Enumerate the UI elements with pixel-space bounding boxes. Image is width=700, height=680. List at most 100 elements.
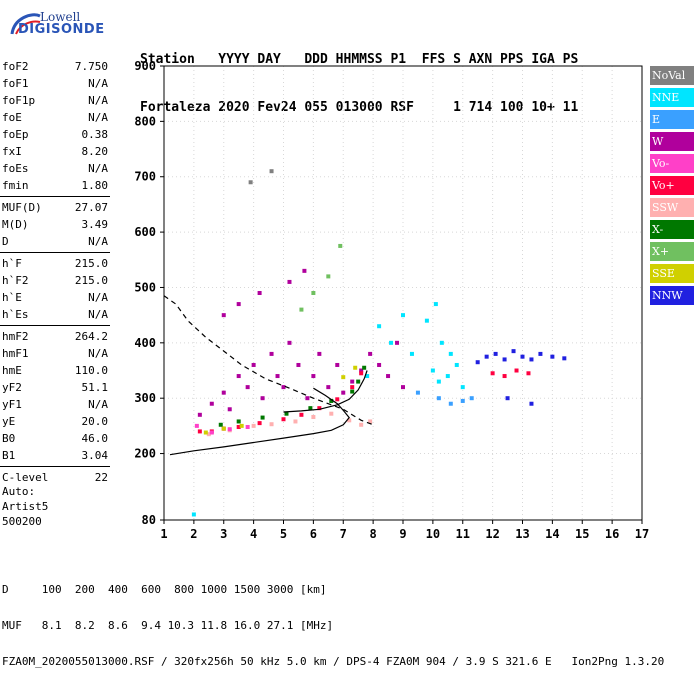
echo-point [341, 375, 346, 380]
legend-entry: X- [650, 220, 694, 239]
parameter-name: foF2 [2, 60, 29, 73]
echo-point [269, 422, 274, 427]
echo-point [365, 374, 370, 379]
echo-point [221, 390, 226, 395]
echo-point [191, 512, 196, 517]
echo-point [206, 432, 211, 437]
x-tick-label: 9 [399, 527, 406, 541]
parameter-value: 1.80 [81, 179, 109, 192]
parameter-value: 0.38 [81, 128, 109, 141]
y-tick-label: 200 [134, 447, 156, 461]
echo-point [445, 374, 450, 379]
parameter-value: N/A [88, 162, 108, 175]
parameter-value: N/A [88, 94, 108, 107]
echo-point [260, 396, 265, 401]
echo-point [448, 351, 453, 356]
echo-point [194, 423, 199, 428]
lowell-digisonde-logo: Lowell DIGISONDE [6, 8, 126, 44]
parameter-row: foEp 0.38 [0, 126, 110, 143]
parameter-name: B1 [2, 449, 16, 462]
echo-point [236, 424, 241, 429]
echo-point [484, 354, 489, 359]
parameter-value: 3.04 [81, 449, 109, 462]
echo-point [430, 368, 435, 373]
parameter-name: M(D) [2, 218, 29, 231]
echo-point [218, 422, 223, 427]
echo-point [502, 357, 507, 362]
legend-entry: NNW [650, 286, 694, 305]
echo-point [359, 368, 364, 373]
parameter-row: C-level 22 [0, 469, 110, 486]
profile-line [169, 387, 350, 456]
echo-point [221, 426, 226, 431]
echo-point [329, 411, 334, 416]
echo-point [401, 313, 405, 318]
echo-point [520, 354, 525, 359]
parameter-row: foF1p N/A [0, 92, 110, 109]
y-tick-label: 300 [134, 391, 156, 405]
echo-point [469, 396, 474, 401]
echo-point [209, 430, 214, 435]
footer-muf-row: MUF 8.1 8.2 8.6 9.4 10.3 11.8 16.0 27.1 … [2, 619, 334, 632]
echo-point [239, 423, 244, 428]
echo-point [386, 374, 391, 379]
echo-point [284, 411, 289, 416]
auto-algorithm: Artist5 [2, 500, 49, 513]
parameter-value: 51.1 [81, 381, 109, 394]
echo-point [409, 351, 414, 356]
y-tick-label: 900 [134, 59, 156, 73]
echo-point [257, 291, 262, 295]
echo-point [197, 429, 202, 434]
y-tick-label: 80 [142, 513, 156, 527]
echo-point [335, 397, 340, 402]
x-tick-label: 12 [485, 527, 499, 541]
auto-label: Auto: [2, 485, 36, 498]
echo-point [356, 379, 361, 384]
parameter-row: D N/A [0, 233, 110, 250]
echo-point [338, 243, 343, 248]
echo-point [550, 354, 555, 359]
legend-entry: Vo+ [650, 176, 694, 195]
ionogram-chart: 1 2 3 4 5 6 7 8 9 10 11 12 13 14 15 16 17 80200300400500… [134, 59, 649, 541]
parameter-name: h`F2 [2, 274, 29, 287]
echo-point [341, 390, 346, 395]
logo-swoosh-icon [10, 13, 41, 35]
legend-entry: Vo- [650, 154, 694, 173]
y-axis-ticks: 80 200 300 400 500 600 700 800 900 [134, 59, 164, 527]
parameter-name: h`Es [2, 308, 29, 321]
parameter-row: hmE 110.0 [0, 362, 110, 379]
parameter-value: N/A [88, 347, 108, 360]
parameter-name: yF1 [2, 398, 22, 411]
echo-point [257, 421, 262, 426]
legend-entry: E [650, 110, 694, 129]
x-tick-label: 10 [426, 527, 440, 541]
x-tick-label: 11 [456, 527, 470, 541]
echo-point [526, 371, 531, 376]
logo-lowell-text: Lowell [40, 10, 81, 24]
echo-point [248, 180, 253, 185]
parameter-value: N/A [88, 398, 108, 411]
echo-point [460, 385, 465, 390]
trace-lines [163, 295, 374, 456]
parameter-name: hmF2 [2, 330, 29, 343]
footer-info: D 100 200 400 600 800 1000 1500 3000 [km… [2, 560, 664, 680]
echo-point [350, 389, 355, 394]
echo-point [439, 340, 444, 345]
echo-point [436, 396, 441, 401]
x-tick-label: 17 [635, 527, 649, 541]
echo-point [502, 374, 507, 379]
parameter-separator [0, 196, 110, 197]
echo-point [275, 374, 280, 379]
parameter-row: h`Es N/A [0, 306, 110, 323]
echo-point [377, 324, 382, 329]
parameter-row: yF1 N/A [0, 396, 110, 413]
echo-point [245, 424, 250, 429]
parameter-row: B1 3.04 [0, 447, 110, 464]
echo-point [490, 371, 495, 376]
header-row-values: Fortaleza 2020 Fev24 055 013000 RSF 1 71… [140, 100, 579, 115]
echo-point [197, 412, 202, 417]
echo-point [505, 396, 510, 401]
parameter-row: h`F 215.0 [0, 255, 110, 272]
x-tick-label: 4 [250, 527, 257, 541]
echo-point [538, 351, 543, 356]
